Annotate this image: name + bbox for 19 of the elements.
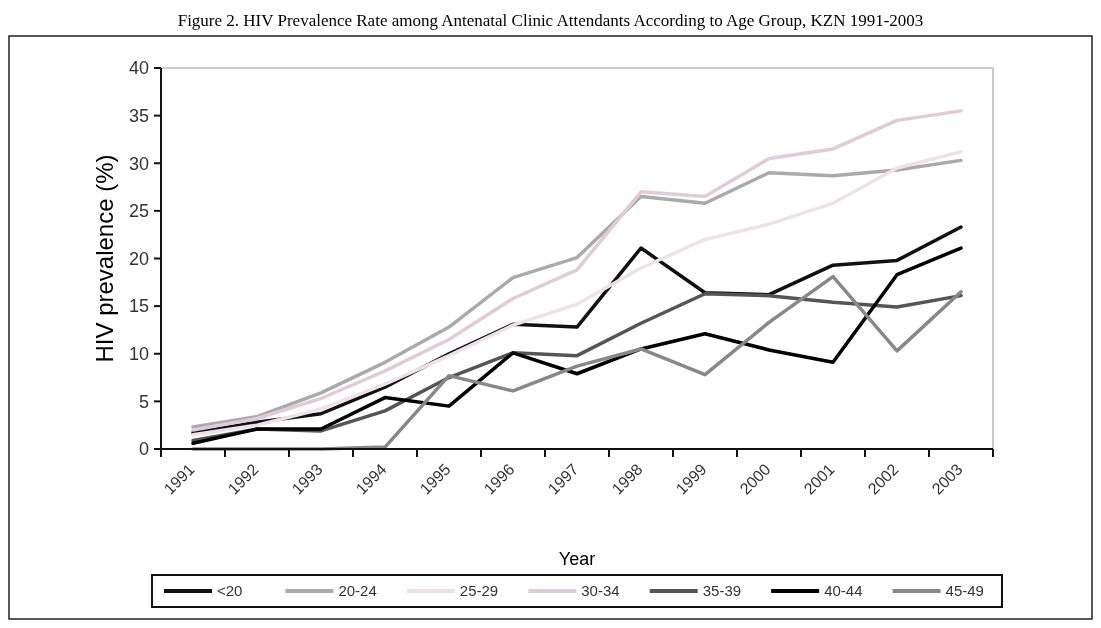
legend-label: 45-49 bbox=[945, 582, 984, 600]
y-tick-label: 5 bbox=[138, 391, 149, 412]
legend-label: 40-44 bbox=[824, 582, 863, 600]
y-tick-label: 10 bbox=[128, 344, 149, 365]
x-axis-title: Year bbox=[558, 549, 596, 569]
legend-label: 25-29 bbox=[459, 582, 499, 600]
y-tick-label: 30 bbox=[128, 153, 149, 174]
legend-label: 20-24 bbox=[338, 582, 377, 600]
chart-title: Figure 2. HIV Prevalence Rate among Antenatal Clinic Attendants According to Age Group, KZN 1991-2003 bbox=[177, 11, 924, 30]
y-tick-label: 35 bbox=[128, 105, 149, 126]
y-tick-label: 0 bbox=[138, 439, 149, 460]
legend-label: 30-34 bbox=[581, 582, 620, 600]
y-tick-label: 15 bbox=[128, 296, 149, 317]
y-tick-label: 20 bbox=[128, 248, 149, 269]
y-axis-title: HIV prevalence (%) bbox=[91, 154, 118, 363]
y-tick-label: 40 bbox=[128, 58, 149, 79]
legend-label: <20 bbox=[217, 582, 243, 600]
y-tick-label: 25 bbox=[128, 201, 149, 222]
legend-label: 35-39 bbox=[702, 582, 742, 600]
